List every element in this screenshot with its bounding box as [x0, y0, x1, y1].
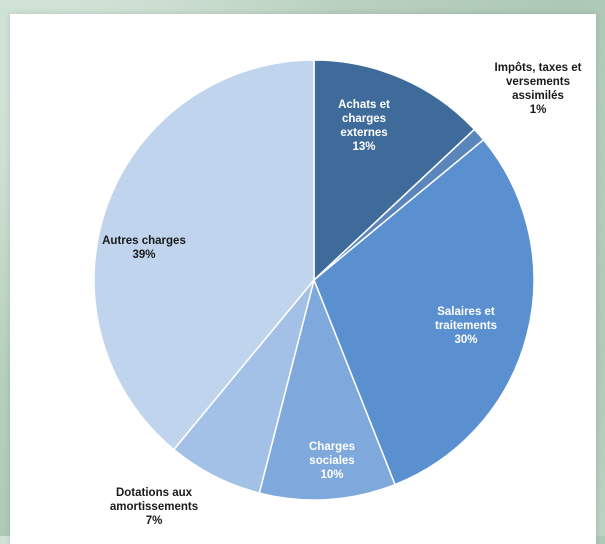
slice-label: Salaires et traitements 30%: [435, 306, 497, 346]
pie-slice: [313, 59, 476, 282]
slice-label: Achats et charges externes 13%: [338, 99, 390, 153]
slice-label-line: charges: [342, 113, 386, 125]
slice-label-line: externes: [340, 127, 387, 139]
slice-label: Dotations aux amortissements 7%: [110, 487, 198, 527]
slice-label: Autres charges 39%: [102, 235, 186, 261]
slice-label-line: traitements: [435, 320, 497, 332]
slice-label-line: assimilés: [512, 90, 564, 102]
slice-label-line: Achats et: [338, 99, 390, 111]
slice-label-line: 13%: [352, 141, 375, 153]
slice-label: Impôts, taxes et versements assimilés 1%: [495, 62, 582, 116]
pie-slice: [93, 59, 315, 451]
slice-label-line: 10%: [320, 469, 343, 481]
pie-slice: [313, 138, 535, 486]
slice-label-line: Salaires et: [437, 306, 495, 318]
slice-label: Charges sociales 10%: [309, 441, 355, 481]
slice-label-line: 30%: [454, 334, 477, 346]
slice-label-line: Dotations aux: [116, 487, 193, 499]
slice-label-line: versements: [506, 76, 570, 88]
slice-label-line: 1%: [530, 104, 547, 116]
slice-label-line: 7%: [146, 515, 163, 527]
pie-slice: [258, 277, 396, 501]
slice-label-line: 39%: [132, 249, 155, 261]
slice-label-line: Autres charges: [102, 235, 186, 247]
slice-label-line: sociales: [309, 455, 354, 467]
slice-label-line: Charges: [309, 441, 355, 453]
slice-label-line: amortissements: [110, 501, 198, 513]
slice-label-line: Impôts, taxes et: [495, 62, 582, 74]
